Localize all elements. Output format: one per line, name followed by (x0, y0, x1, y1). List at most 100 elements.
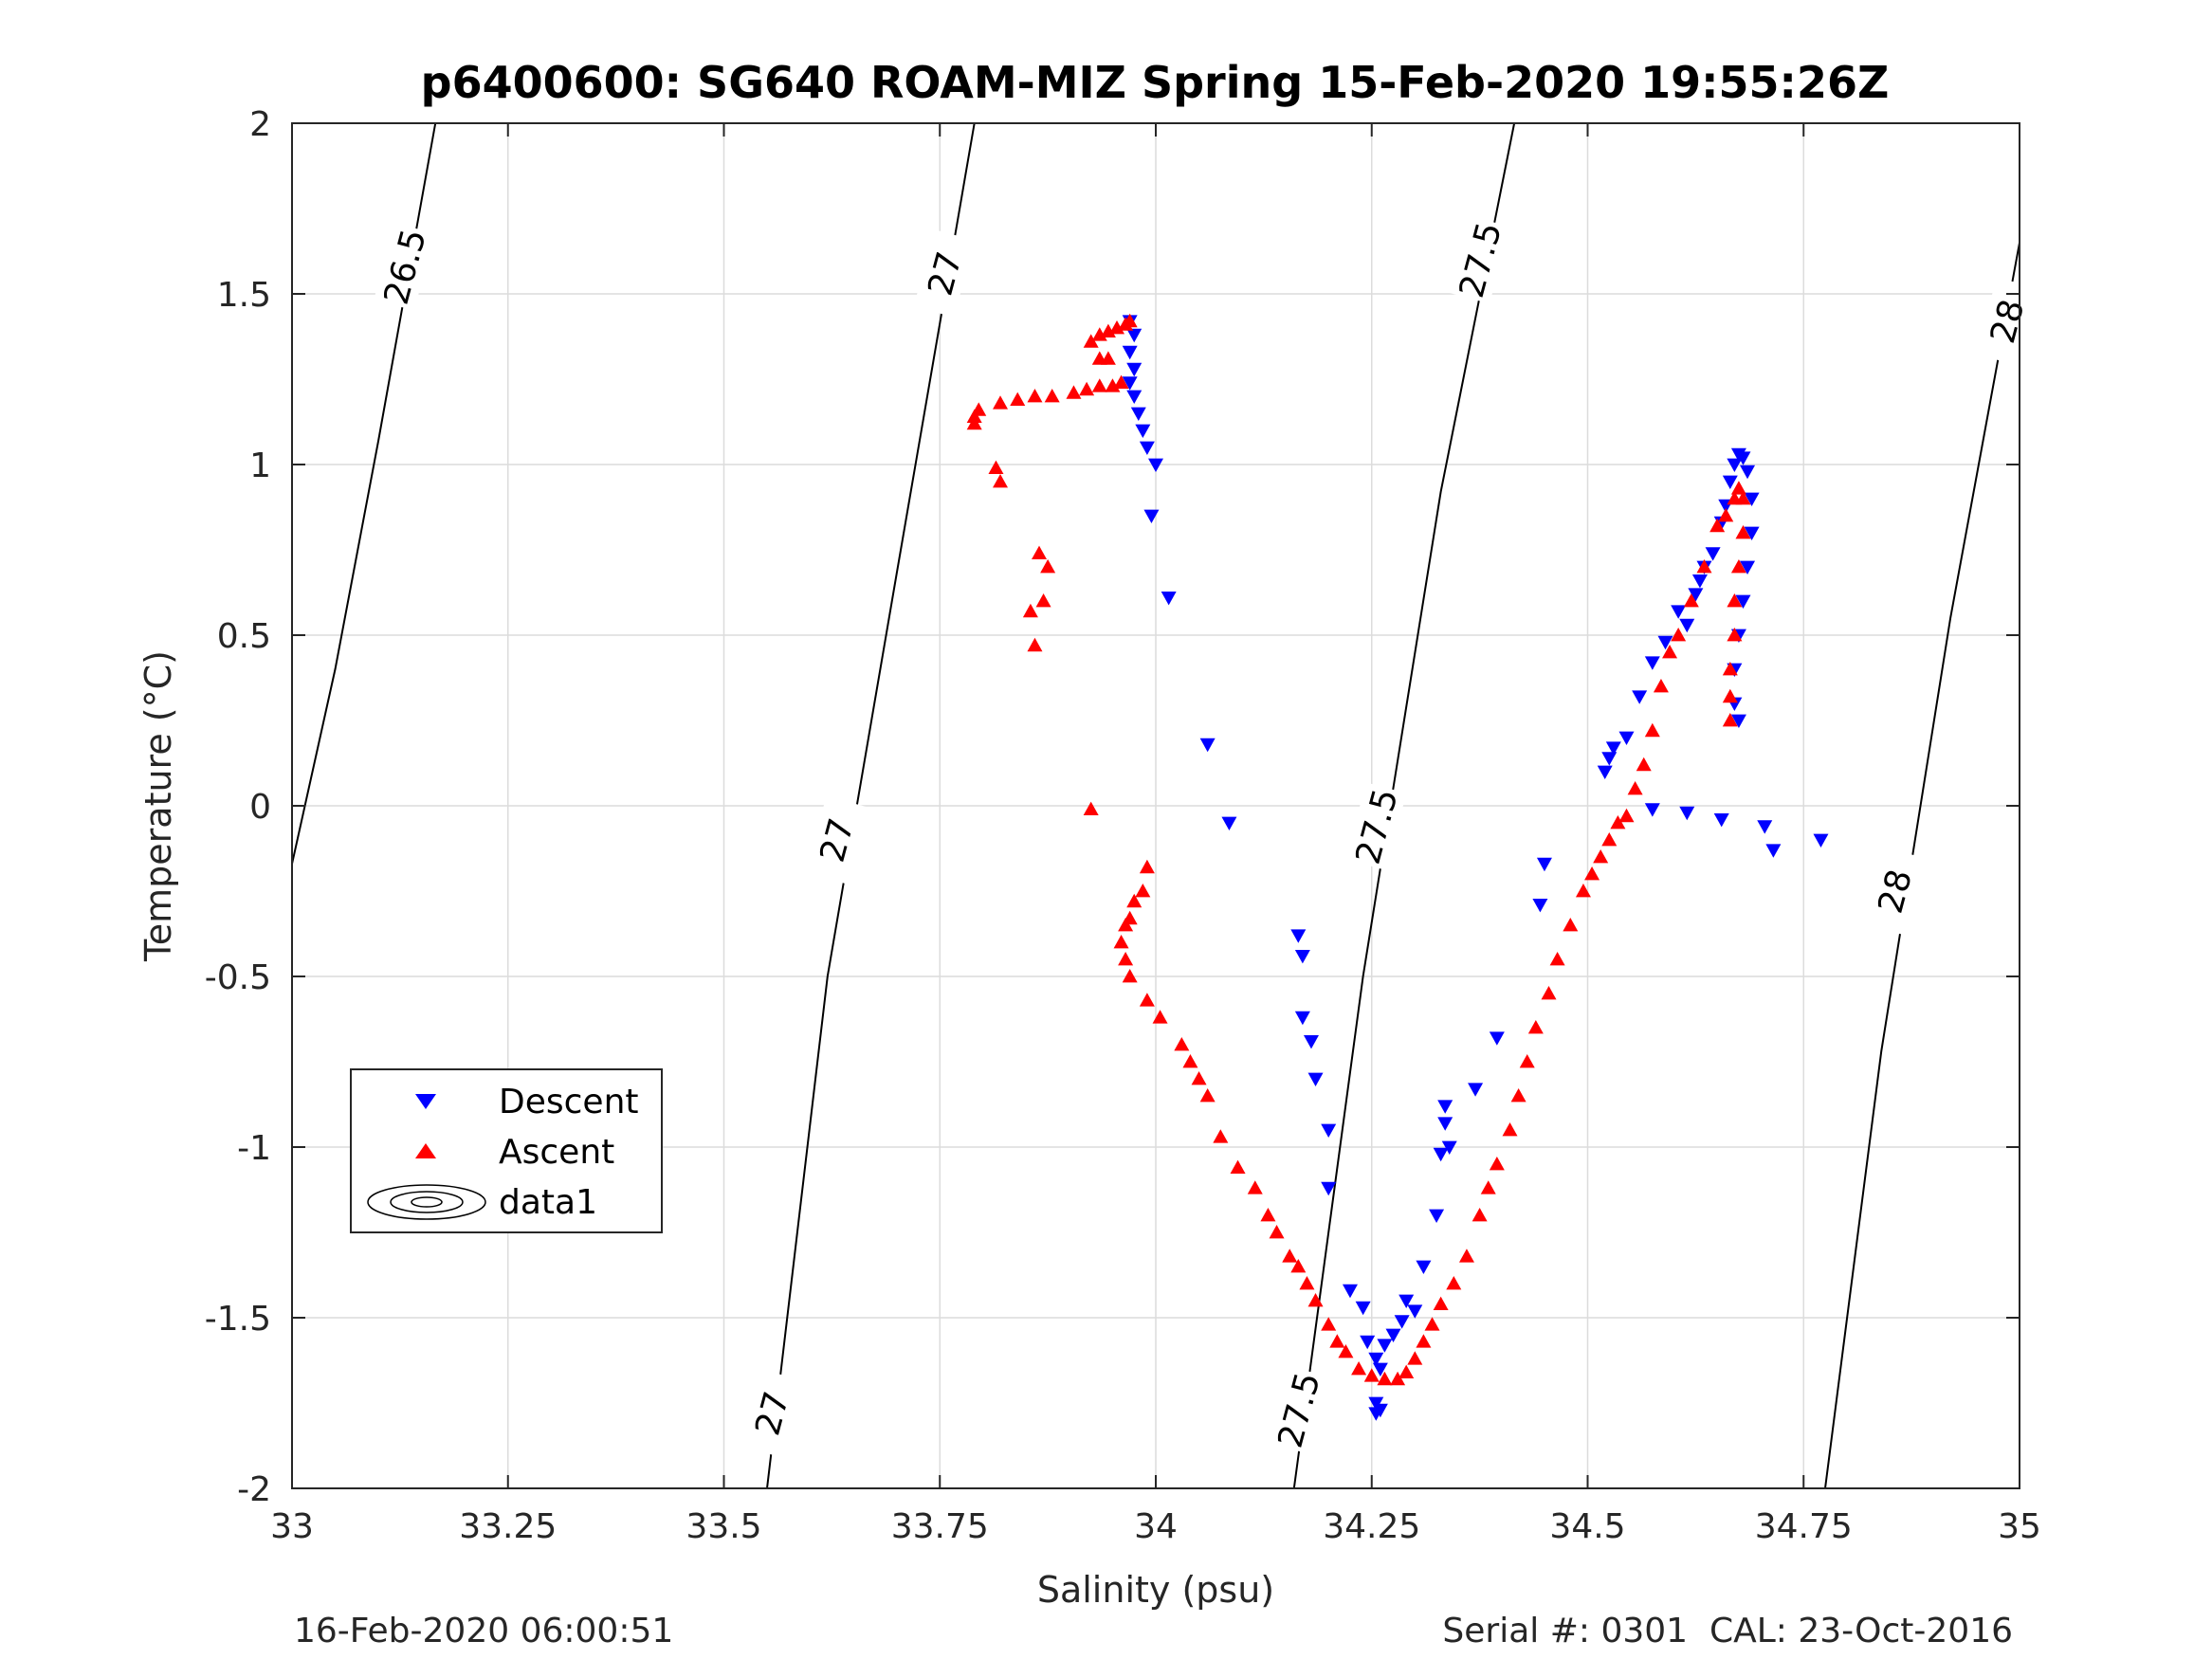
descent-point (1489, 1031, 1505, 1046)
ascent-point (1100, 323, 1116, 337)
ascent-point (1118, 317, 1134, 331)
ascent-point (1269, 1225, 1285, 1239)
descent-point (1294, 950, 1310, 964)
descent-point (1437, 1117, 1453, 1131)
descent-point (1532, 899, 1548, 913)
y-tick-label: 2 (249, 105, 271, 144)
ascent-point (1722, 662, 1738, 676)
ascent-point (1091, 378, 1107, 392)
descent-point (1429, 1209, 1445, 1223)
data-points (966, 313, 1829, 1421)
descent-point (1691, 574, 1708, 589)
ascent-point (1135, 884, 1151, 898)
ascent-point (993, 395, 1009, 410)
descent-point (1321, 1123, 1337, 1138)
ascent-point (1105, 378, 1121, 392)
descent-point (1735, 594, 1751, 609)
descent-point (1143, 509, 1160, 523)
ascent-point (1191, 1071, 1207, 1085)
x-tick-label: 33 (270, 1507, 314, 1546)
legend: Descent Ascent data1 (350, 1068, 663, 1233)
descent-point (1303, 1035, 1319, 1049)
ascent-point (1199, 1088, 1216, 1103)
legend-contour-icon (367, 1184, 486, 1220)
x-tick-label: 33.5 (686, 1507, 761, 1546)
ascent-point (1083, 334, 1099, 348)
descent-point (1657, 635, 1673, 650)
ascent-point (1618, 808, 1635, 823)
ascent-point (1079, 381, 1095, 396)
x-tick-label: 34.75 (1755, 1507, 1853, 1546)
ascent-point (1730, 559, 1746, 574)
density-contour-line (1824, 242, 2020, 1489)
descent-point (1744, 526, 1760, 540)
ascent-point (1182, 1054, 1198, 1068)
descent-point (1372, 1403, 1388, 1418)
ascent-point (1601, 832, 1618, 847)
descent-point (1644, 803, 1660, 817)
x-tick-label: 33.75 (891, 1507, 989, 1546)
descent-point (1130, 407, 1146, 421)
ascent-point (1122, 969, 1138, 983)
ascent-point (1424, 1317, 1440, 1331)
descent-point (1679, 618, 1695, 633)
descent-point (1730, 714, 1746, 728)
descent-point (1765, 844, 1782, 858)
ascent-point (1563, 918, 1579, 932)
ascent-point (1584, 866, 1600, 881)
ascent-point (1118, 952, 1134, 966)
descent-point (1433, 1147, 1449, 1162)
ascent-point (1398, 1364, 1415, 1378)
ascent-point (1027, 389, 1043, 403)
ascent-point (1044, 389, 1060, 403)
contour-label-background (1449, 215, 1510, 304)
ascent-point (1299, 1276, 1315, 1290)
descent-point (1597, 765, 1613, 779)
chart-title: p6400600: SG640 ROAM-MIZ Spring 15-Feb-2… (421, 57, 1890, 108)
ascent-point (988, 460, 1004, 474)
descent-point (1355, 1301, 1371, 1316)
descent-point (1735, 451, 1751, 465)
density-contour-line (766, 122, 976, 1489)
ascent-point (1541, 986, 1557, 1000)
ascent-point (1416, 1334, 1432, 1348)
contour-label-group: 27.5 (1449, 215, 1510, 304)
ascent-point (1040, 559, 1056, 574)
ascent-point (1027, 637, 1043, 652)
descent-point (1705, 547, 1721, 561)
ascent-point (1010, 392, 1026, 406)
descent-point (1407, 1304, 1423, 1319)
descent-point (1135, 424, 1151, 438)
descent-point (1148, 458, 1163, 472)
contour-label-background (1976, 277, 2038, 366)
ascent-point (1260, 1208, 1276, 1222)
ascent-point (1627, 781, 1643, 795)
descent-point (1757, 820, 1773, 834)
descent-point (1441, 1140, 1457, 1155)
ascent-point (1696, 559, 1712, 574)
contour-label-background (1863, 847, 1926, 936)
ascent-point (1174, 1037, 1190, 1051)
ascent-point (1662, 645, 1678, 659)
contour-label-background (805, 795, 868, 884)
ascent-point (1727, 628, 1743, 642)
ascent-point (1290, 1259, 1307, 1273)
ascent-point (1683, 593, 1699, 608)
ascent-point (1307, 1293, 1324, 1307)
ascent-point (993, 474, 1009, 488)
ascent-point (1022, 603, 1038, 618)
descent-point (1385, 1328, 1401, 1342)
descent-point (1377, 1339, 1393, 1353)
descent-point (1813, 833, 1829, 848)
descent-point (1688, 588, 1704, 602)
ascent-point (1519, 1054, 1535, 1068)
legend-box (350, 1068, 663, 1233)
ascent-point (1390, 1371, 1406, 1386)
descent-point (1671, 605, 1687, 619)
ascent-point (1247, 1180, 1263, 1194)
ascent-point (1035, 593, 1051, 608)
y-tick-label: 0.5 (217, 617, 271, 656)
descent-point (1394, 1315, 1410, 1329)
ascent-point (1113, 935, 1129, 949)
y-axis-ticks: -2 -1.5 -1 -0.5 0 0.5 1 1.5 2 (205, 105, 2020, 1509)
